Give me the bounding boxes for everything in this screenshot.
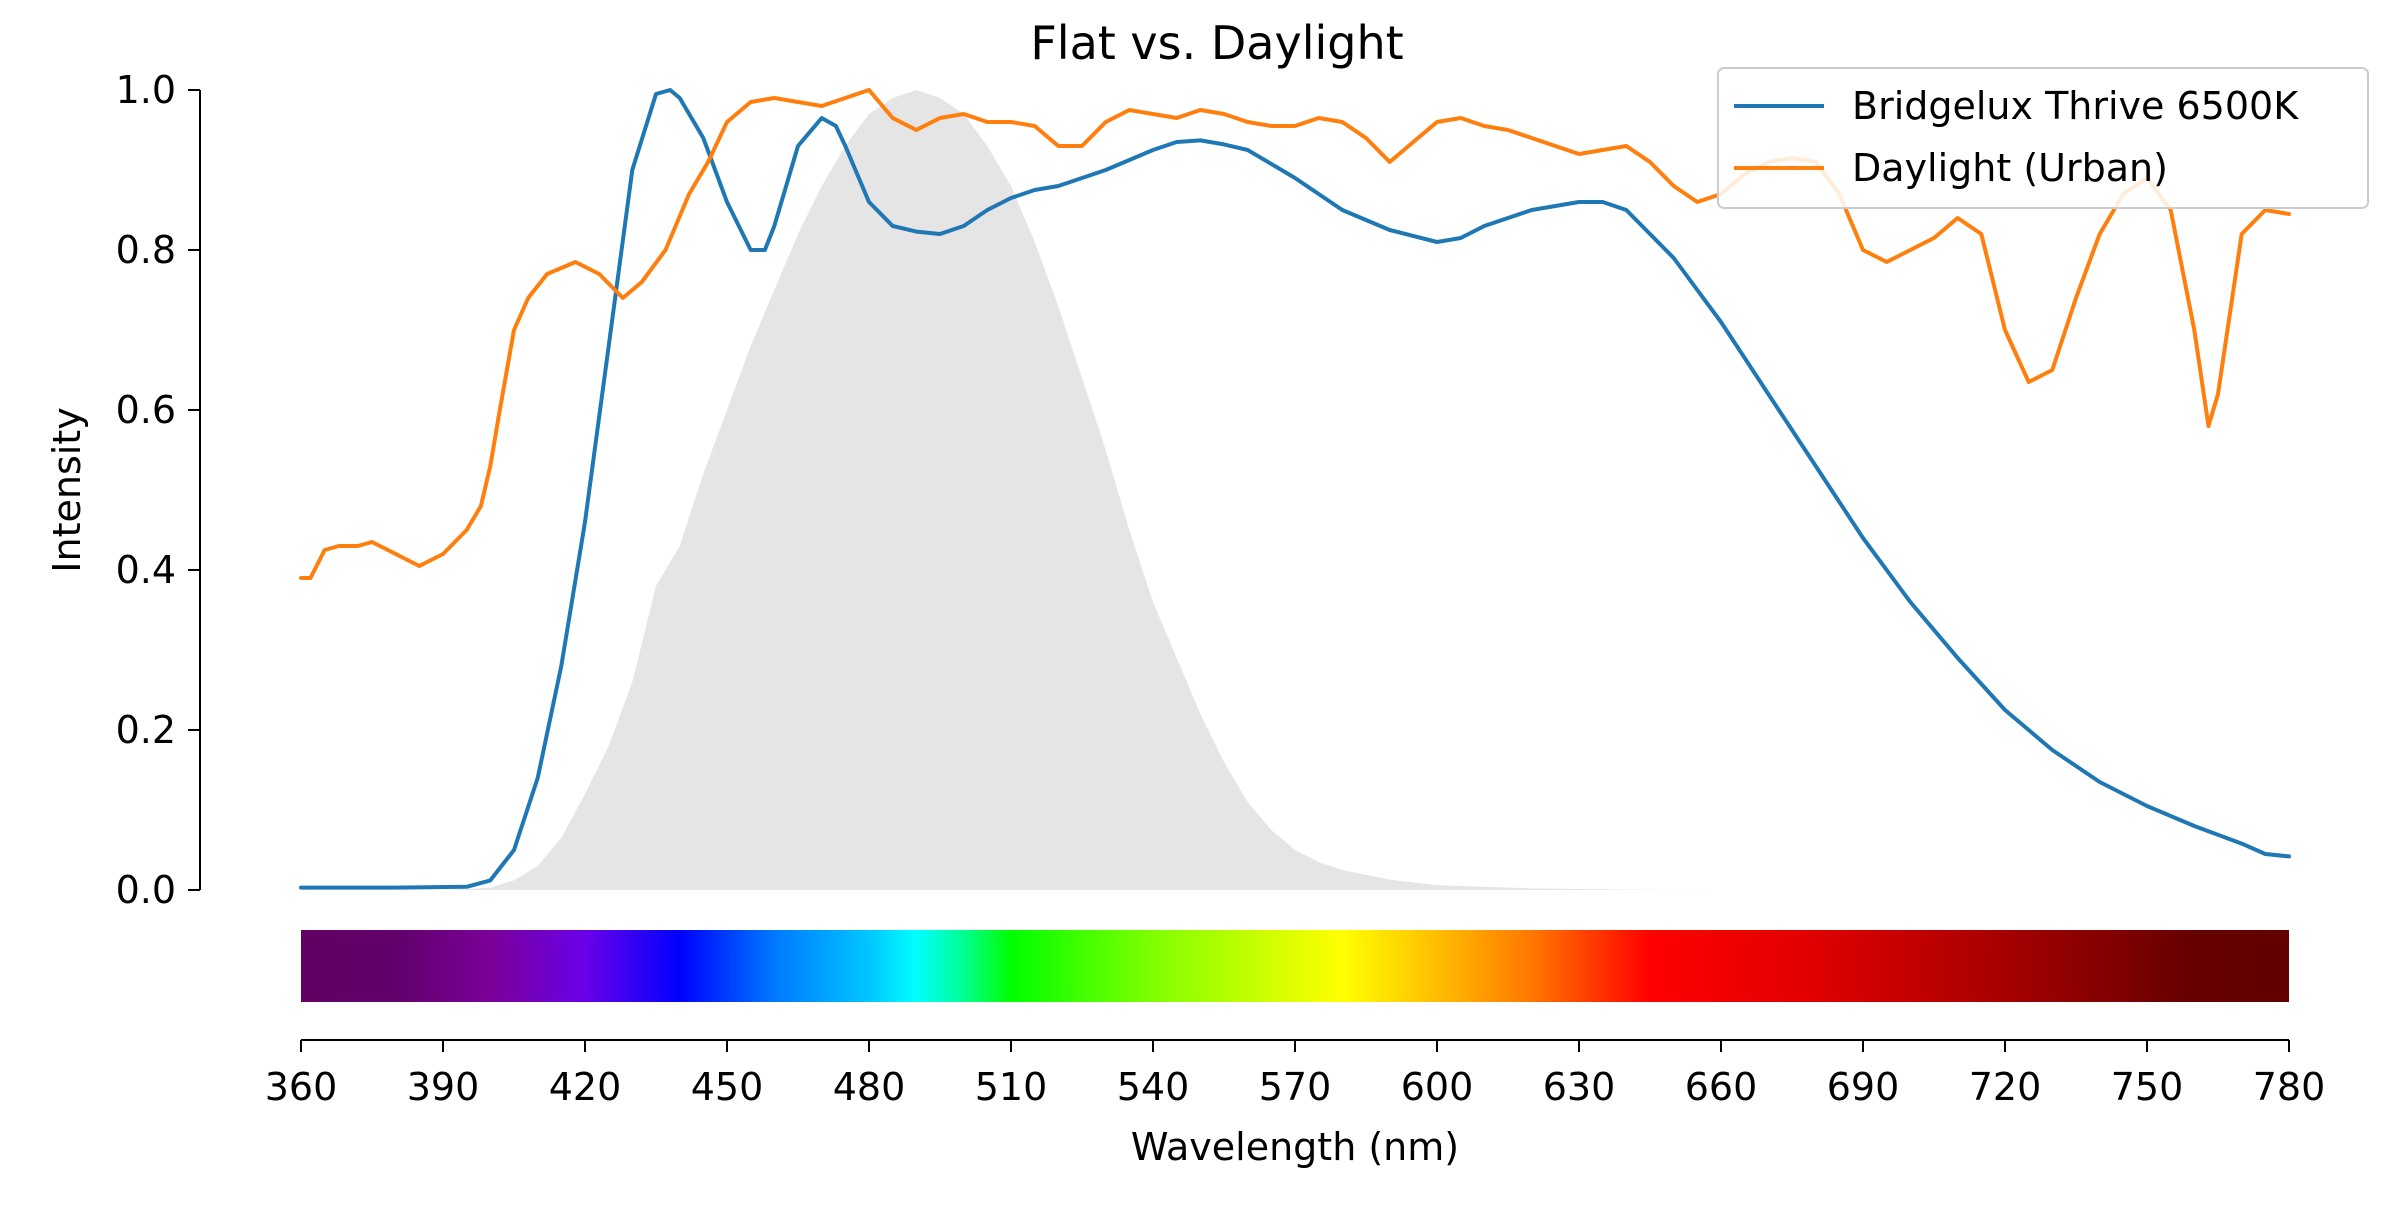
legend-label-bridgelux: Bridgelux Thrive 6500K: [1852, 84, 2299, 128]
series-line-daylight: [299, 88, 2291, 580]
x-tick-label: 480: [833, 1065, 906, 1109]
x-tick-label: 750: [2111, 1065, 2184, 1109]
luminosity-fill-area: [301, 90, 2289, 890]
x-tick-label: 510: [975, 1065, 1048, 1109]
y-tick-label: 0.2: [116, 708, 176, 752]
y-tick-label: 0.6: [116, 388, 176, 432]
y-tick-label: 1.0: [116, 68, 176, 112]
chart-title: Flat vs. Daylight: [1030, 16, 1403, 70]
x-tick-label: 660: [1685, 1065, 1758, 1109]
x-tick-label: 420: [549, 1065, 622, 1109]
y-axis-label: Intensity: [45, 407, 89, 572]
series-layer: [299, 88, 2291, 890]
x-axis-label: Wavelength (nm): [1131, 1125, 1459, 1169]
legend-label-daylight: Daylight (Urban): [1852, 146, 2168, 190]
legend-box: [1717, 67, 2369, 209]
x-tick-label: 390: [407, 1065, 480, 1109]
y-ticks: 0.0 0.2 0.4 0.6 0.8 1.0: [116, 68, 200, 912]
spectrum-color-bar: [301, 930, 2289, 1002]
x-ticks: 360 390 420 450 480 510 540 570 600 630 660 690 720 7…: [265, 1040, 2326, 1109]
y-tick-label: 0.8: [116, 228, 176, 272]
x-tick-label: 630: [1543, 1065, 1616, 1109]
x-tick-label: 450: [691, 1065, 764, 1109]
x-tick-label: 690: [1827, 1065, 1900, 1109]
x-tick-label: 570: [1259, 1065, 1332, 1109]
x-tick-label: 780: [2253, 1065, 2326, 1109]
x-tick-label: 720: [1969, 1065, 2042, 1109]
luminosity-fill-layer: [301, 90, 2289, 890]
x-tick-label: 540: [1117, 1065, 1190, 1109]
legend: Bridgelux Thrive 6500K Daylight (Urban): [1717, 67, 2369, 209]
y-tick-label: 0.4: [116, 548, 176, 592]
y-tick-label: 0.0: [116, 868, 176, 912]
x-tick-label: 600: [1401, 1065, 1474, 1109]
x-tick-label: 360: [265, 1065, 338, 1109]
series-line-bridgelux: [299, 88, 2291, 890]
